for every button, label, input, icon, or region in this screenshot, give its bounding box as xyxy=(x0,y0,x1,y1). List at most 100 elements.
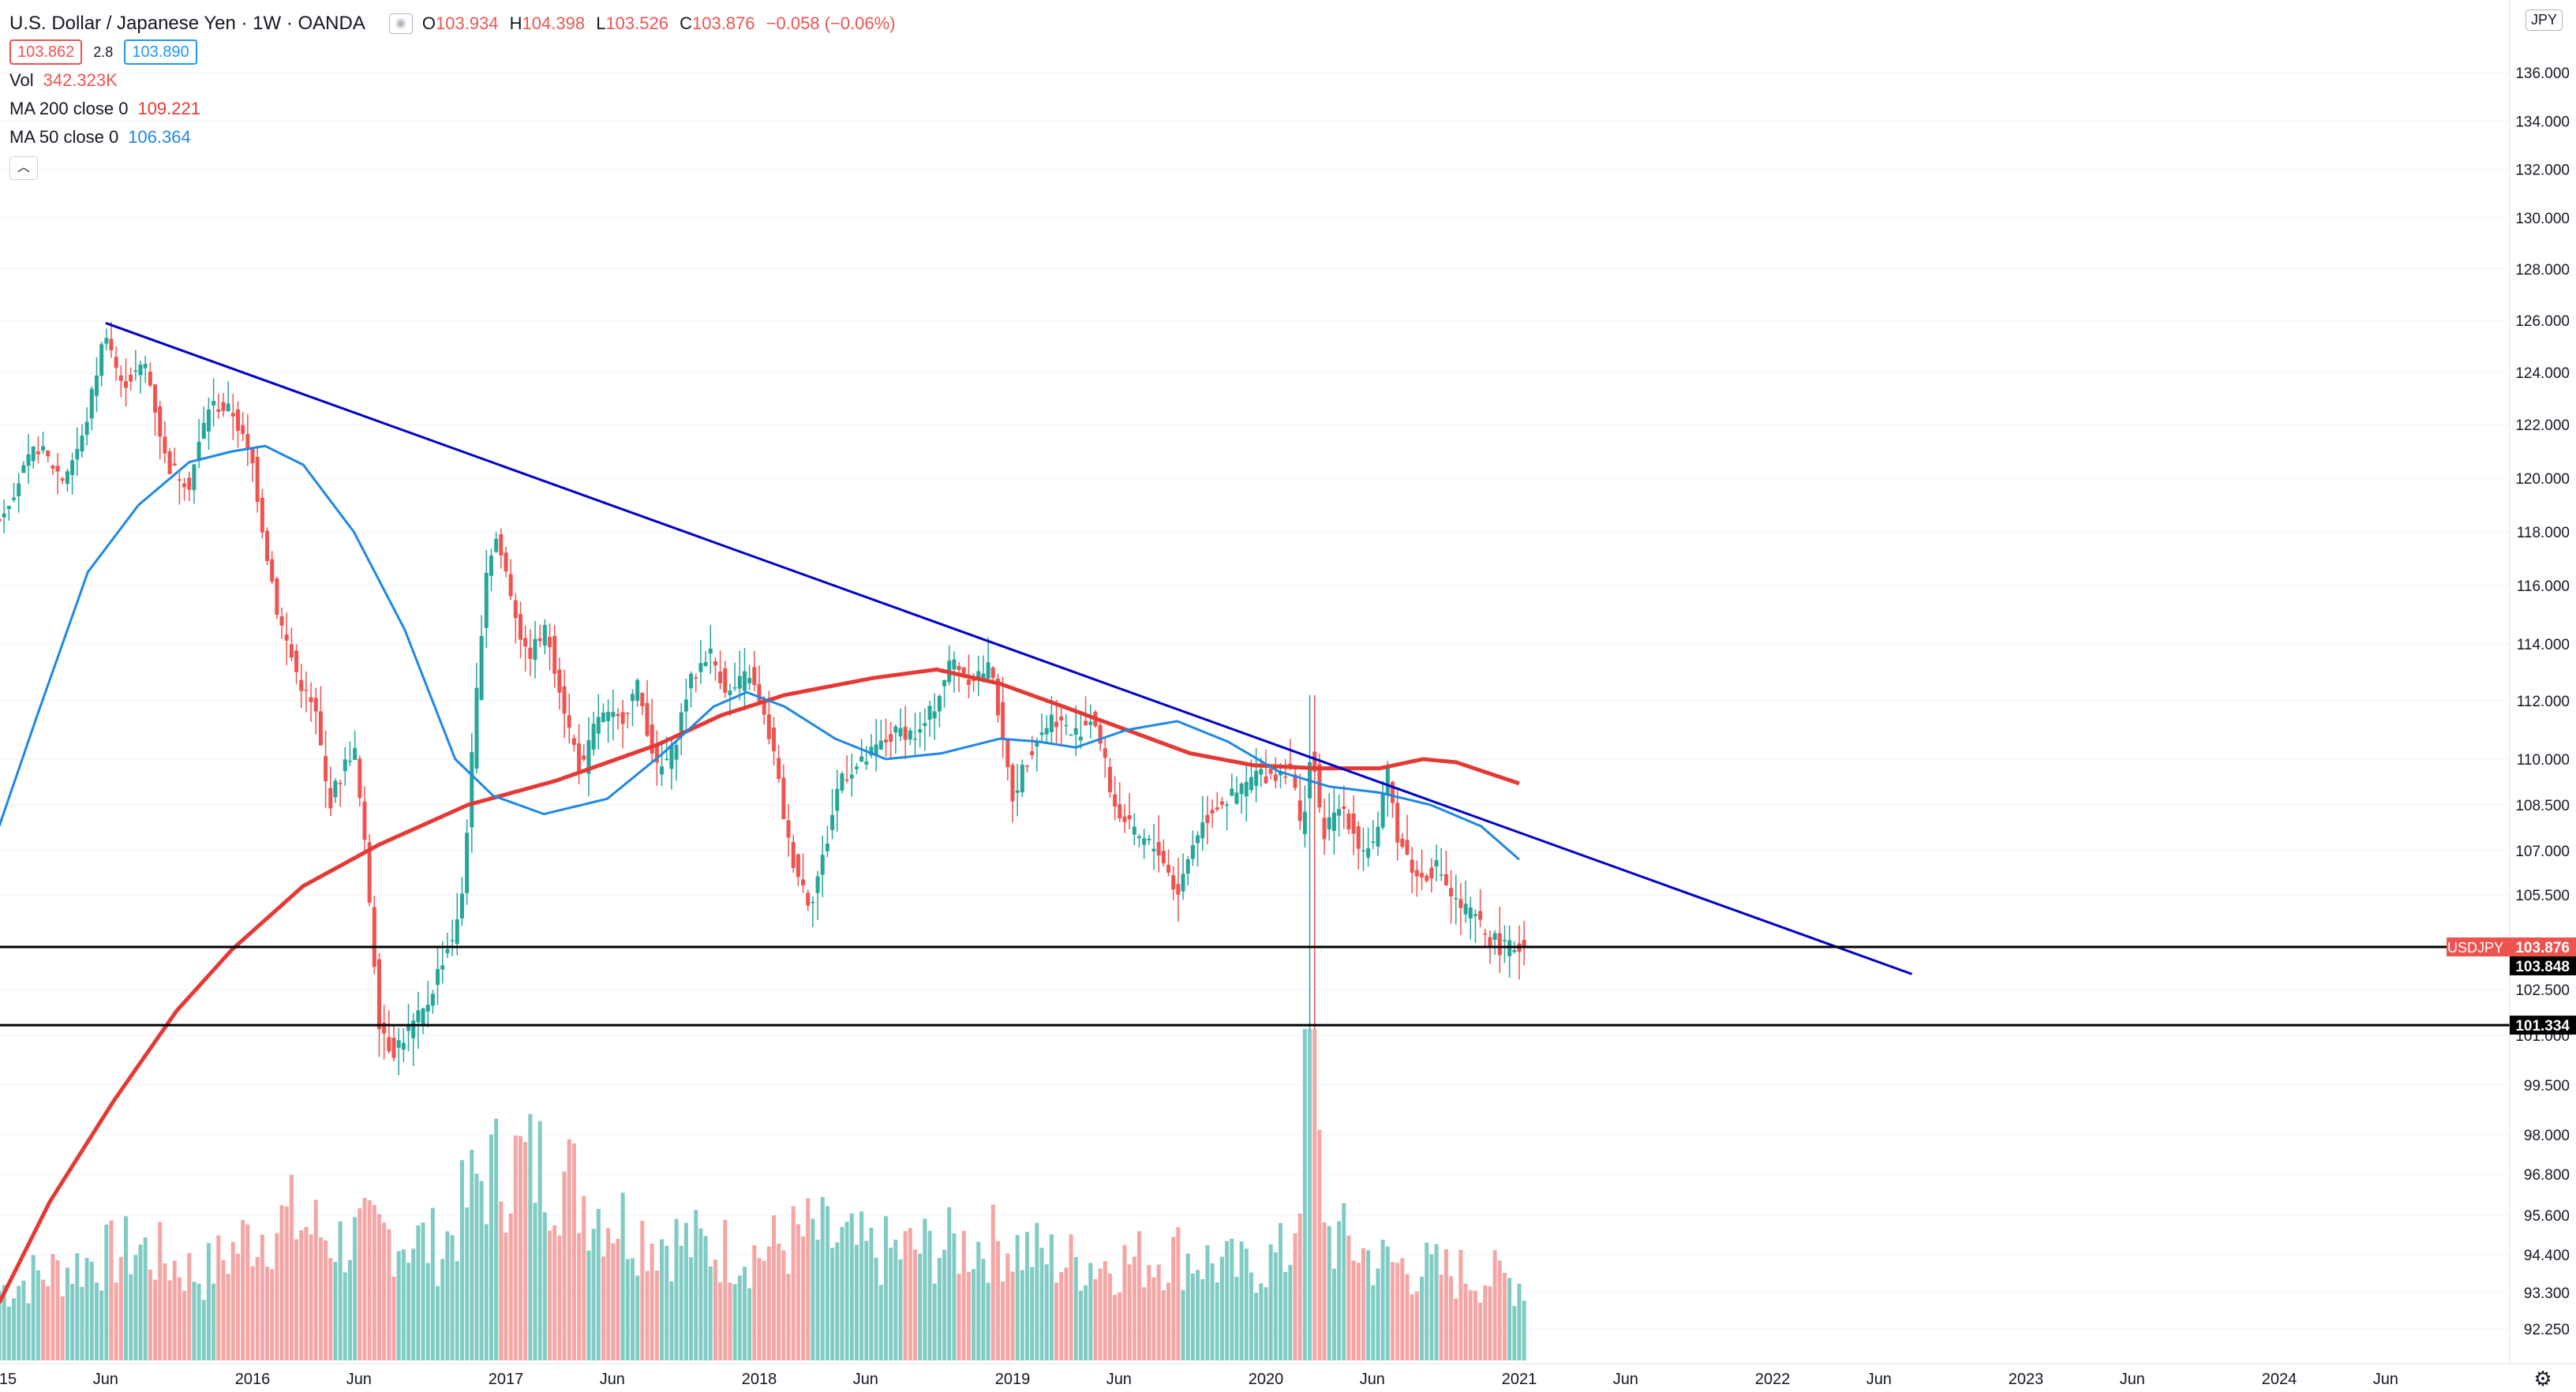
volume-bar xyxy=(1331,1268,1336,1360)
candle-body xyxy=(255,456,260,503)
candle-body xyxy=(163,436,167,454)
volume-bar xyxy=(864,1240,869,1360)
volume-bar xyxy=(245,1224,250,1360)
candle-body xyxy=(1088,721,1093,725)
candle-body xyxy=(957,665,961,670)
volume-bar xyxy=(425,1263,430,1360)
volume-bar xyxy=(1118,1292,1122,1360)
candle-body xyxy=(1283,776,1288,778)
price-tick-label: 93.300 xyxy=(2524,1285,2570,1302)
candle-body xyxy=(854,766,859,769)
candle-body xyxy=(1219,801,1224,805)
volume-bar xyxy=(275,1233,279,1360)
candle-body xyxy=(489,556,493,576)
volume-bar xyxy=(65,1267,69,1360)
volume-bar xyxy=(1249,1272,1253,1360)
volume-bar xyxy=(1268,1244,1273,1360)
volume-bar xyxy=(772,1215,777,1360)
volume-bar xyxy=(571,1143,576,1360)
volume-bar xyxy=(1073,1257,1078,1360)
symbol-title[interactable]: U.S. Dollar / Japanese Yen · 1W · OANDA xyxy=(9,13,365,34)
buy-button[interactable]: 103.890 xyxy=(124,39,197,65)
candle-body xyxy=(89,388,94,419)
volume-bar xyxy=(732,1284,737,1360)
candle-body xyxy=(523,638,528,647)
volume-bar xyxy=(250,1266,255,1360)
time-tick-label: Jun xyxy=(1866,1371,1892,1388)
volume-bar xyxy=(46,1285,51,1360)
volume-bar xyxy=(465,1207,470,1360)
candle-body xyxy=(1371,841,1376,843)
candle-body xyxy=(1410,859,1414,873)
candle-body xyxy=(1449,888,1454,896)
candle-body xyxy=(1215,807,1219,810)
time-axis[interactable]: 15 Jun 2016 Jun 2017 Jun 2018 Jun 2019 Jun 2020 Jun… xyxy=(0,1363,2576,1392)
volume-bar xyxy=(51,1254,55,1360)
ma200-name: MA 200 close 0 xyxy=(9,99,129,118)
candle-body xyxy=(937,695,942,712)
volume-bar xyxy=(1171,1237,1176,1360)
candle-body xyxy=(840,773,844,791)
volume-bar xyxy=(255,1256,260,1360)
volume-bar xyxy=(815,1240,820,1360)
candle-body xyxy=(601,712,605,722)
price-tick-label: 132.000 xyxy=(2515,163,2570,179)
candle-body xyxy=(436,969,440,986)
candle-body xyxy=(0,518,2,522)
trendline[interactable] xyxy=(105,321,1913,975)
volume-bar xyxy=(990,1204,995,1360)
volume-bar xyxy=(952,1233,957,1360)
candle-body xyxy=(1054,721,1059,728)
candle-body xyxy=(416,1010,421,1023)
collapse-legend-chevron-up-icon[interactable]: ︿ xyxy=(9,156,38,180)
candle-body xyxy=(889,734,893,743)
volume-bar xyxy=(270,1269,275,1360)
currency-badge[interactable]: JPY xyxy=(2525,9,2563,31)
ma50-name: MA 50 close 0 xyxy=(9,127,119,147)
volume-bar xyxy=(601,1256,605,1360)
volume-bar xyxy=(927,1230,932,1360)
volume-bar xyxy=(1405,1274,1410,1360)
volume-bar xyxy=(440,1259,445,1360)
indicator-ma200[interactable]: MA 200 close 0 109.221 xyxy=(9,95,902,123)
visibility-eye-icon[interactable]: ◉ xyxy=(388,13,413,34)
volume-bar xyxy=(138,1244,143,1360)
candle-body xyxy=(1522,940,1526,949)
candle-body xyxy=(1297,800,1302,821)
volume-bar xyxy=(99,1290,104,1360)
volume-bar xyxy=(31,1255,36,1360)
settings-gear-icon[interactable]: ⚙ xyxy=(2533,1367,2552,1390)
volume-bar xyxy=(766,1246,771,1360)
candle-body xyxy=(567,715,571,728)
candle-body xyxy=(318,711,323,746)
volume-bar xyxy=(596,1208,601,1360)
volume-bar xyxy=(562,1171,567,1360)
volume-bar xyxy=(1132,1256,1136,1360)
indicator-vol[interactable]: Vol 342.323K xyxy=(9,66,902,95)
sell-button[interactable]: 103.862 xyxy=(9,39,83,65)
volume-bar xyxy=(1473,1290,1477,1360)
volume-bar xyxy=(757,1258,762,1360)
volume-bar xyxy=(1234,1277,1239,1360)
volume-bar xyxy=(60,1296,65,1360)
indicator-ma50[interactable]: MA 50 close 0 106.364 xyxy=(9,123,902,152)
candle-body xyxy=(60,478,65,481)
price-axis[interactable]: 136.000 134.000 132.000 130.000 128.000 126.0… xyxy=(2447,0,2576,1392)
volume-bar xyxy=(201,1300,206,1360)
volume-bar xyxy=(124,1216,128,1360)
candle-body xyxy=(952,659,957,670)
candle-body xyxy=(898,728,903,737)
drawings[interactable] xyxy=(0,321,2510,1027)
volume-bar xyxy=(1069,1234,1073,1360)
candle-body xyxy=(494,538,499,552)
candle-body xyxy=(884,739,888,743)
volume-bar xyxy=(55,1259,60,1360)
candle-body xyxy=(835,788,840,811)
candle-body xyxy=(440,965,445,970)
candle-body xyxy=(606,712,611,721)
candle-body xyxy=(450,940,455,941)
candle-body xyxy=(245,433,250,448)
candle-body xyxy=(923,723,927,727)
volume-bar xyxy=(1030,1267,1035,1360)
